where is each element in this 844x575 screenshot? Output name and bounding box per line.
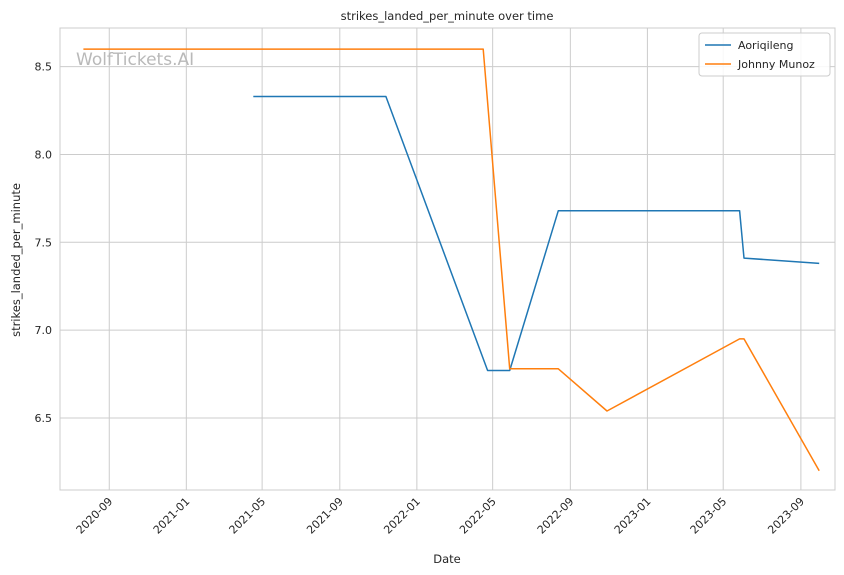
legend-label-series-1: Aoriqileng [738,39,793,52]
x-axis-label: Date [433,552,461,566]
legend-label-series-2: Johnny Munoz [737,58,815,71]
plot-frame [59,27,836,491]
series-line-2 [83,48,820,472]
y-axis-label: strikes_landed_per_minute [9,183,23,337]
y-tick-label: 8.5 [35,61,53,74]
y-tick-label: 6.5 [35,412,53,425]
y-tick-label: 7.0 [35,324,53,337]
chart-title: strikes_landed_per_minute over time [341,9,554,23]
legend: Aoriqileng Johnny Munoz [698,32,831,77]
series-line-1 [253,95,820,372]
legend-box [698,32,831,77]
y-tick-label: 8.0 [35,148,53,161]
series-layer [83,48,820,472]
watermark-text: WolfTickets.AI [76,50,194,70]
grid [60,28,835,490]
y-tick-label: 7.5 [35,236,53,249]
